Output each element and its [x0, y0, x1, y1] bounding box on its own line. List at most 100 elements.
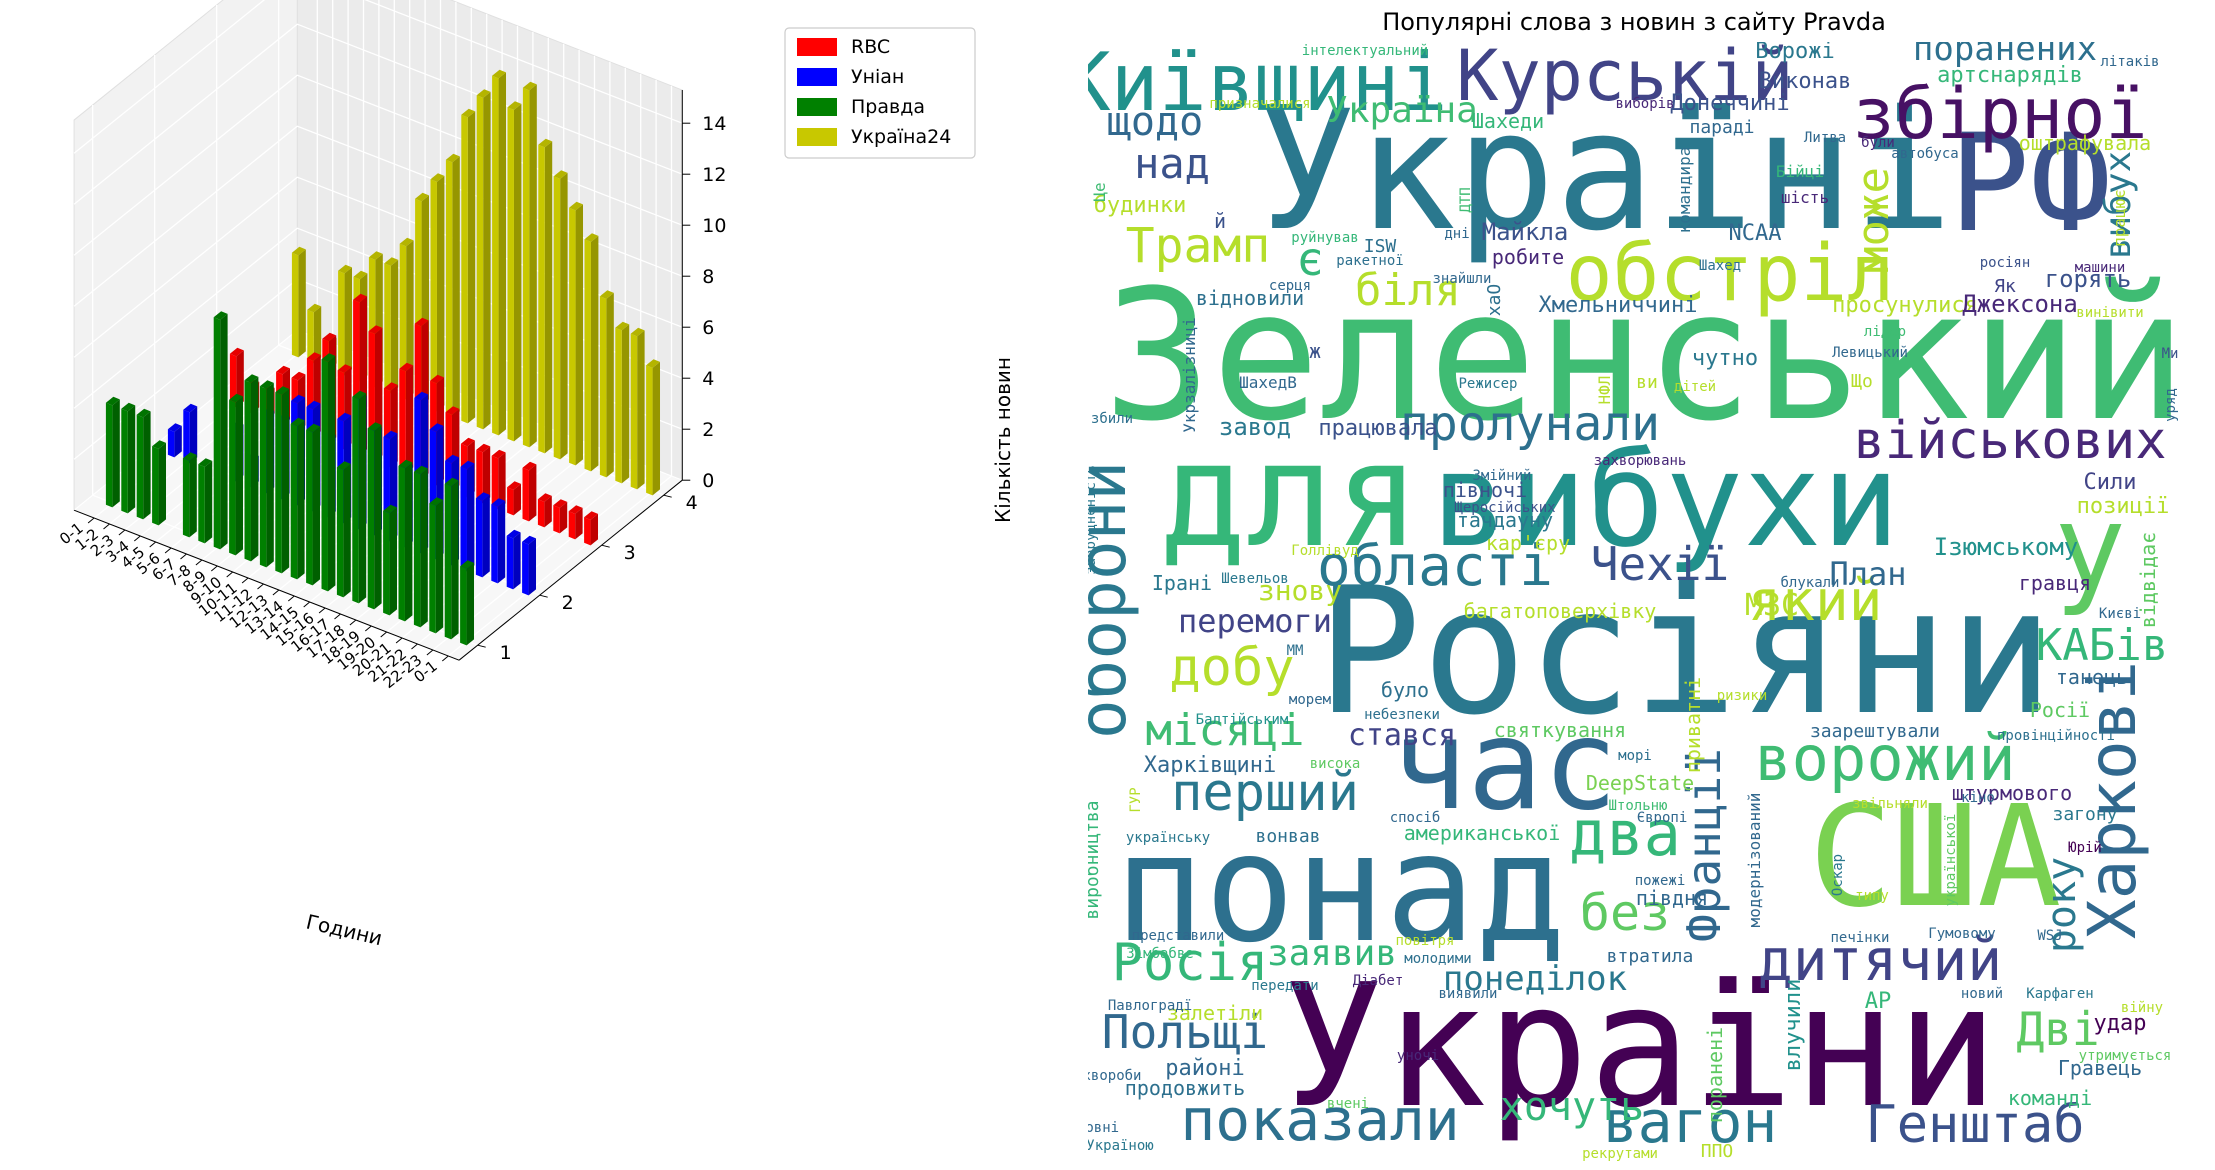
- bar-Правда-8-9: [229, 393, 244, 556]
- wordcloud-word: обстріл: [1566, 229, 1895, 319]
- bar-Уніан-0-1: [167, 423, 182, 458]
- x-tick: [149, 541, 157, 548]
- bars: [105, 69, 661, 646]
- wordcloud-word: горять: [2045, 265, 2132, 293]
- bar-Правда-11-12: [275, 386, 290, 574]
- y-axis: 1 2 3 4: [458, 479, 698, 664]
- wordcloud-word: пожежі: [1635, 873, 1686, 889]
- wordcloud-word: Оскар: [1830, 854, 1846, 896]
- wordcloud-word: Хмельниччині: [1539, 293, 1698, 318]
- wordcloud-word: Литва: [1804, 130, 1846, 146]
- legend-swatch: [797, 38, 837, 56]
- wordcloud-word: місяці: [1146, 705, 1305, 756]
- x-axis-line: [73, 509, 460, 661]
- wordcloud-word: передати: [1251, 978, 1318, 994]
- wordcloud-word: понеділок: [1443, 959, 1627, 999]
- bar-RBC-20-21: [537, 493, 552, 528]
- z-tick-label: 6: [702, 317, 714, 339]
- x-tick: [411, 643, 418, 650]
- x-tick: [118, 529, 126, 536]
- wordcloud-word: Режисер: [1458, 376, 1517, 392]
- wordcloud-word: півночі: [1443, 478, 1527, 502]
- legend-label: Уніан: [851, 66, 904, 88]
- wordcloud-word: залетіли: [1167, 1001, 1263, 1025]
- wordcloud-word: автобуса: [1891, 146, 1958, 162]
- x-tick: [287, 595, 295, 602]
- wordcloud-word: літаків: [2100, 54, 2159, 70]
- wordcloud-word: Харківщині: [1144, 753, 1276, 778]
- wordcloud-word: Павлоградї: [1108, 998, 1192, 1014]
- wordcloud-word: оштрафувала: [2019, 131, 2151, 155]
- bar-Правда-9-10: [244, 374, 259, 562]
- wordcloud-word: Юрій: [2068, 840, 2102, 856]
- wordcloud-word: План: [1829, 555, 1906, 593]
- legend-swatch: [797, 128, 837, 146]
- wordcloud-word: Україною: [1088, 1138, 1154, 1154]
- wordcloud-word: чутно: [1692, 346, 1758, 371]
- wordcloud-word: Щеросійських: [1454, 500, 1555, 516]
- x-tick: [426, 649, 434, 656]
- wordcloud-word: ж: [1309, 339, 1321, 363]
- x-axis-label: Години: [304, 909, 385, 950]
- wordcloud-word: загону: [2052, 804, 2117, 825]
- wordcloud-word: вагон: [1603, 1088, 1778, 1156]
- wordcloud-word: й: [1214, 209, 1226, 233]
- bar-Уніан-20-21: [475, 492, 490, 578]
- wordcloud-word: винівити: [2076, 305, 2143, 321]
- wordcloud-word: Левицький: [1832, 345, 1908, 361]
- x-tick: [441, 655, 449, 662]
- wordcloud-word: Гумовому: [1928, 926, 1995, 942]
- bar-Україна24-23-0: [646, 359, 661, 496]
- bar-RBC-11-12: [399, 362, 414, 474]
- wordcloud-word: півдня: [1636, 886, 1708, 910]
- wordcloud-word: виробництва: [1088, 800, 1103, 919]
- bar-Україна24-10-11: [445, 153, 460, 418]
- x-tick: [349, 619, 357, 626]
- wordcloud-word: Україна: [1326, 90, 1478, 131]
- grid-line: [73, 0, 683, 154]
- bar-Уніан-19-20: [460, 460, 475, 572]
- x-tick: [318, 607, 326, 614]
- bar-Уніан-23-0: [522, 535, 537, 596]
- bar-Україна24-3-4: [338, 264, 353, 376]
- bar-Правда-20-21: [413, 465, 428, 628]
- wordcloud-word: робите: [1492, 245, 1564, 269]
- wordcloud-word: війну: [2121, 1000, 2163, 1016]
- wordcloud-word: показали: [1180, 1086, 1459, 1154]
- wordcloud-word: Джексона: [1962, 290, 2078, 318]
- bar-RBC-0-1: [229, 347, 244, 408]
- wordcloud-word: США: [1809, 776, 2062, 939]
- wordcloud-word: святкування: [1494, 718, 1626, 742]
- wordcloud-word: Зімбабве: [1126, 946, 1193, 962]
- bar-Уніан-1-2: [183, 403, 198, 464]
- wordcloud-word: Росії: [2030, 698, 2090, 722]
- z-tick-label: 10: [702, 215, 726, 237]
- wordcloud-word: у: [2054, 480, 2126, 619]
- wordcloud-word: утримується: [2079, 1048, 2172, 1064]
- bar-Правда-17-18: [367, 422, 382, 610]
- wordcloud-word: Ворожі: [1755, 42, 1834, 64]
- grid-line: [73, 23, 683, 205]
- wordcloud-word: захворювань: [1594, 453, 1687, 469]
- wordcloud-word: інтелектуальний: [1302, 43, 1428, 59]
- wordcloud-word: Майкла: [1482, 218, 1569, 246]
- bar-Україна24-20-21: [599, 290, 614, 478]
- wordcloud-word: для: [1159, 411, 1421, 580]
- bar-Україна24-12-13: [476, 89, 491, 430]
- z-tick-label: 12: [702, 164, 726, 186]
- x-tick: [334, 613, 341, 620]
- z-tick-label: 0: [702, 470, 714, 492]
- wordcloud-word: Росія: [1112, 933, 1269, 993]
- wordcloud-word: біля: [1355, 265, 1461, 316]
- bar-Правда-7-8: [213, 311, 228, 550]
- wordcloud-word: кар'єру: [1486, 531, 1570, 555]
- wordcloud-word: удар: [2094, 1011, 2147, 1036]
- wordcloud-word: ISW: [1364, 236, 1397, 257]
- bar-RBC-17-18: [491, 449, 506, 510]
- wordcloud-word: добу: [1169, 638, 1294, 698]
- wordcloud-word: Як: [1994, 276, 2016, 297]
- wordcloud-word: було: [1381, 678, 1429, 702]
- z-tick-label: 14: [702, 113, 726, 135]
- x-tick: [395, 637, 403, 644]
- wordcloud-word: рекрутами: [1582, 1146, 1658, 1162]
